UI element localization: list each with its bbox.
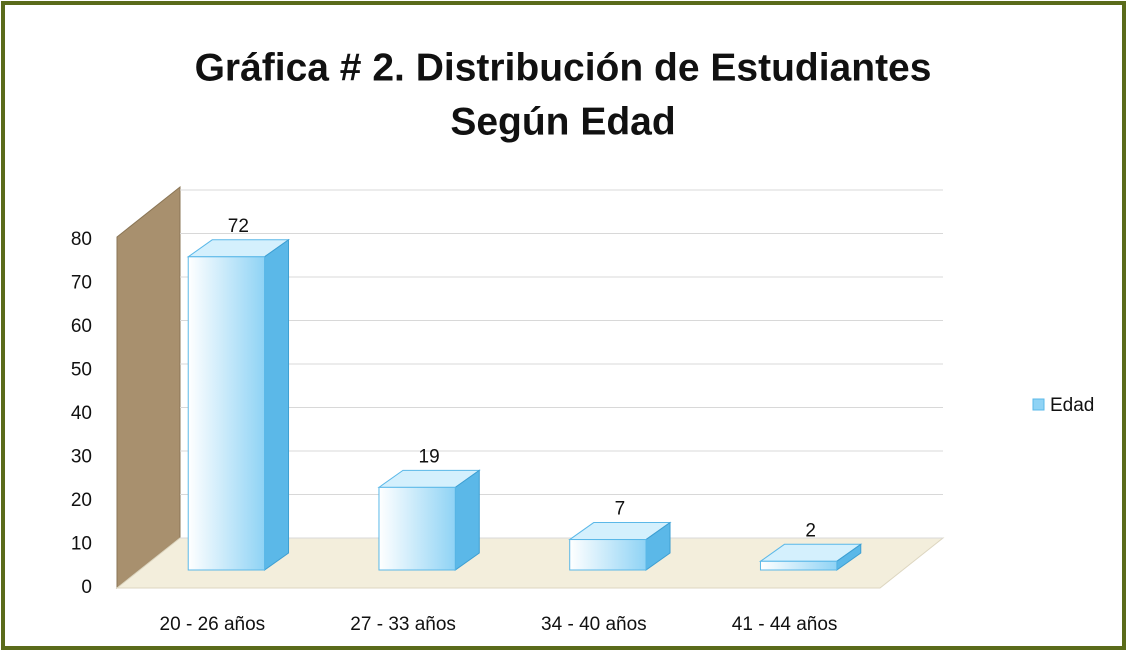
y-tick-label: 10 (71, 534, 92, 555)
y-tick-label: 50 (71, 360, 92, 381)
x-tick-label: 27 - 33 años (350, 614, 456, 635)
value-label: 7 (615, 499, 626, 520)
value-label: 2 (805, 520, 816, 541)
bar (759, 560, 838, 571)
bar-side (454, 469, 480, 571)
legend-label: Edad (1050, 395, 1094, 416)
side-wall (116, 185, 181, 590)
legend-swatch (1032, 398, 1045, 411)
x-tick-label: 34 - 40 años (541, 614, 647, 635)
bar (378, 486, 456, 571)
bar (569, 539, 647, 571)
y-tick-label: 80 (71, 229, 92, 250)
x-tick-label: 41 - 44 años (732, 614, 838, 635)
value-label: 72 (228, 216, 249, 237)
y-tick-label: 30 (71, 447, 92, 468)
y-tick-label: 0 (81, 577, 92, 598)
value-label: 19 (419, 446, 440, 467)
chart-title: Gráfica # 2. Distribución de Estudiantes (195, 46, 932, 89)
chart-title: Según Edad (450, 100, 675, 143)
y-tick-label: 70 (71, 273, 92, 294)
y-tick-label: 40 (71, 403, 92, 424)
y-tick-label: 20 (71, 490, 92, 511)
y-tick-label: 60 (71, 316, 92, 337)
x-tick-label: 20 - 26 años (160, 614, 266, 635)
bar (187, 256, 266, 571)
bar-side (264, 238, 290, 571)
